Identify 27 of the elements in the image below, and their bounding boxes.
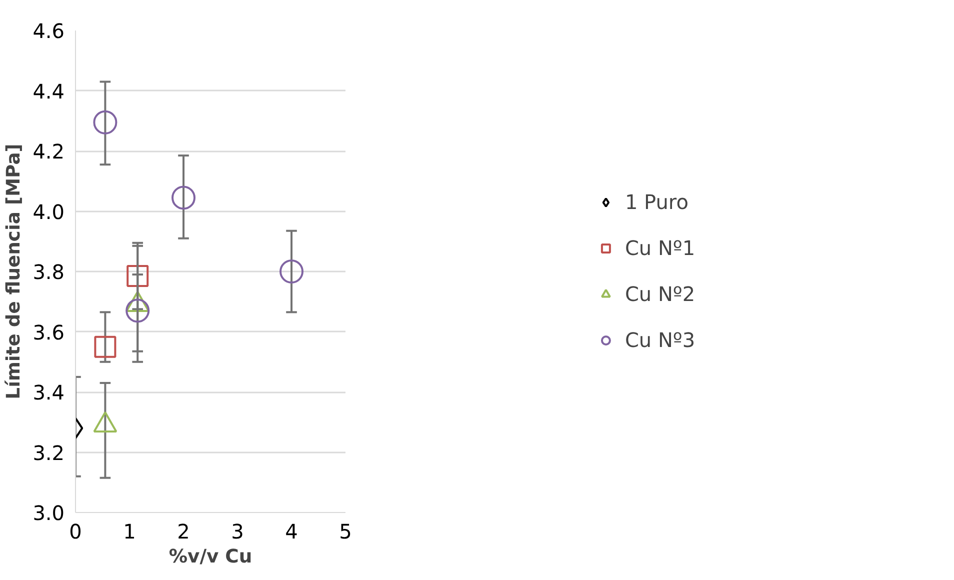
y-tick-label: 3.8 [32, 260, 65, 284]
x-tick-label: 0 [69, 520, 82, 544]
y-tick-label: 4.0 [32, 200, 65, 224]
y-axis-title: Límite de fluencia [MPa] [4, 144, 25, 400]
legend-label: 1 Puro [624, 190, 688, 214]
x-axis-title: %v/v Cu [168, 546, 252, 568]
x-tick-label: 3 [231, 520, 244, 544]
y-tick-label: 3.6 [32, 320, 65, 344]
y-tick-label: 4.2 [32, 140, 65, 164]
point [126, 298, 150, 323]
y-tick-label: 3.4 [32, 380, 65, 404]
point [93, 110, 118, 134]
legend-label: Cu Nº3 [624, 328, 696, 352]
point [172, 186, 196, 210]
y-tick-label: 3.2 [32, 440, 65, 465]
x-tick-label: 1 [123, 520, 136, 544]
x-tick-label: 2 [177, 520, 190, 544]
legend-label: Cu Nº2 [624, 282, 696, 306]
legend-label: Cu Nº1 [624, 236, 696, 260]
point [94, 336, 116, 358]
point [280, 260, 304, 284]
y-tick-label: 4.6 [32, 19, 65, 43]
point [126, 265, 149, 288]
x-tick-label: 5 [339, 520, 352, 544]
y-tick-label: 4.4 [32, 79, 65, 104]
x-tick-label: 4 [285, 520, 298, 544]
y-tick-label: 3.0 [32, 501, 65, 525]
